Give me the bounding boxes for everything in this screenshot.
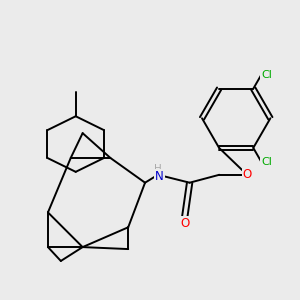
Text: H: H (154, 164, 162, 174)
Text: O: O (180, 217, 189, 230)
Text: Cl: Cl (261, 70, 272, 80)
Text: Cl: Cl (261, 157, 272, 167)
Text: N: N (155, 170, 164, 183)
Text: O: O (242, 168, 252, 181)
